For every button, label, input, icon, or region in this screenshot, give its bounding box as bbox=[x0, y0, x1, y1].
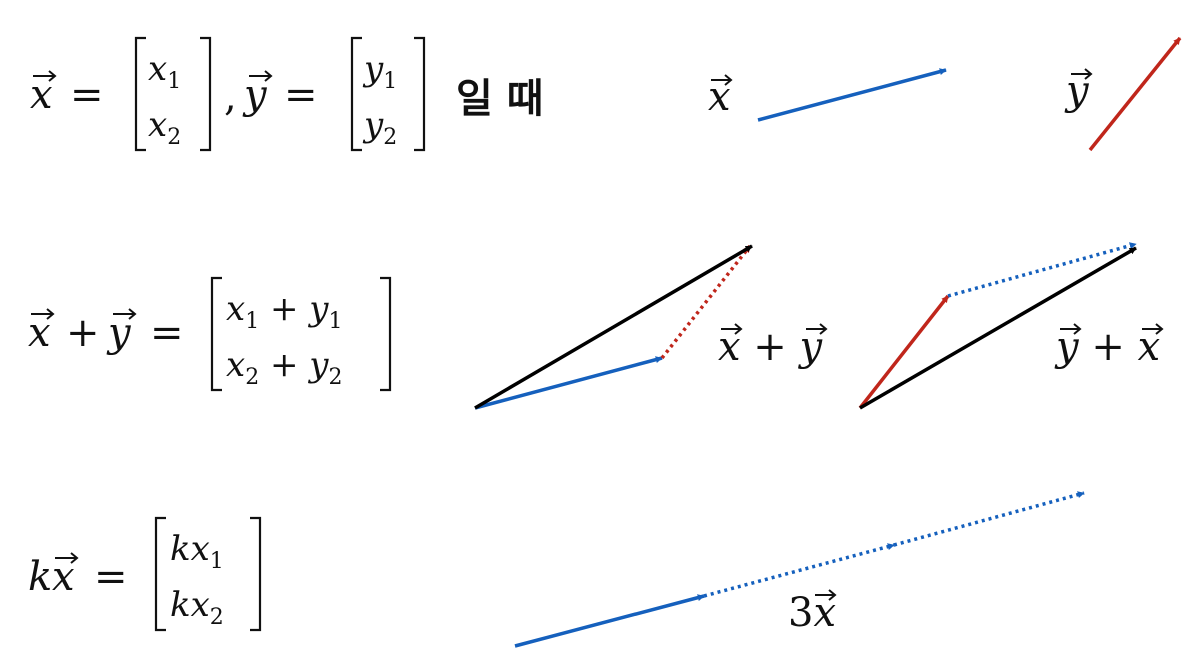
right-bracket bbox=[414, 36, 426, 152]
matrix-entry-kx2: kx2 bbox=[170, 585, 224, 630]
x-plus-y-label: x + y bbox=[718, 324, 824, 370]
sum-vector-arrow bbox=[474, 244, 753, 410]
three-x-label: 3x bbox=[788, 590, 836, 636]
y-vector-symbol: y bbox=[106, 310, 132, 356]
matrix-entry-kx1: kx1 bbox=[170, 529, 224, 574]
y-plus-x-figure: y + x bbox=[858, 242, 1164, 410]
x-vector-arrow bbox=[514, 594, 705, 648]
vector-arrow-icon bbox=[711, 74, 733, 86]
equals-sign: = bbox=[150, 310, 184, 356]
equals-sign: = bbox=[284, 72, 318, 118]
x-vector-label: x bbox=[708, 74, 731, 120]
left-bracket bbox=[210, 276, 222, 392]
comma: , bbox=[224, 74, 237, 120]
vector-definition-formula: x = x1 x2 , y = y1 y2 일 때 bbox=[30, 36, 544, 152]
x-vector-arrow bbox=[757, 68, 947, 122]
vector-arrow-icon bbox=[55, 552, 79, 564]
x-vector-dotted-arrow bbox=[947, 242, 1137, 298]
korean-when-text: 일 때 bbox=[456, 76, 544, 122]
y-vector-figure: y bbox=[1064, 36, 1182, 152]
right-bracket bbox=[380, 276, 392, 392]
matrix-entry-y1: y1 bbox=[362, 49, 397, 94]
scalar-k-symbol: k bbox=[28, 554, 52, 600]
vector-arrow-icon bbox=[249, 70, 273, 82]
x-plus-y-figure: x + y bbox=[474, 244, 828, 410]
second-x-dotted-arrow bbox=[703, 543, 895, 598]
matrix-entry-x1-plus-y1: x1 + y1 bbox=[226, 289, 343, 334]
third-x-dotted-arrow bbox=[893, 491, 1085, 547]
equals-sign: = bbox=[70, 72, 104, 118]
x-vector-symbol: x bbox=[52, 554, 75, 600]
vector-addition-formula: x + y = x1 + y1 x2 + y2 bbox=[28, 276, 392, 392]
vector-arrow-icon bbox=[31, 308, 55, 320]
vector-arrow-icon bbox=[1142, 323, 1164, 335]
y-vector-dotted-arrow bbox=[660, 244, 752, 360]
y-vector-symbol: y bbox=[242, 72, 268, 118]
scalar-multiplication-formula: k x = kx1 kx2 bbox=[28, 516, 262, 632]
right-bracket bbox=[200, 36, 212, 152]
vector-arrow-icon bbox=[806, 323, 828, 335]
x-vector-symbol: x bbox=[30, 72, 53, 118]
y-vector-arrow bbox=[858, 294, 950, 410]
three-x-figure: 3x bbox=[514, 491, 1085, 648]
vector-arrow-icon bbox=[721, 323, 743, 335]
x-vector-arrow bbox=[474, 356, 663, 410]
vector-arrow-icon bbox=[33, 70, 57, 82]
matrix-entry-x2: x2 bbox=[148, 105, 181, 150]
sum-vector-arrow bbox=[859, 246, 1137, 410]
left-bracket bbox=[134, 36, 146, 152]
y-vector-label: y bbox=[1064, 68, 1090, 114]
equals-sign: = bbox=[94, 554, 128, 600]
vector-arrow-icon bbox=[815, 589, 837, 601]
y-vector-arrow bbox=[1088, 36, 1182, 152]
x-vector-symbol: x bbox=[28, 310, 51, 356]
left-bracket bbox=[154, 516, 166, 632]
matrix-entry-x2-plus-y2: x2 + y2 bbox=[226, 345, 343, 390]
left-bracket bbox=[350, 36, 362, 152]
matrix-entry-x1: x1 bbox=[148, 49, 181, 94]
vector-arrow-icon bbox=[1071, 68, 1093, 80]
right-bracket bbox=[250, 516, 262, 632]
matrix-entry-y2: y2 bbox=[362, 105, 397, 150]
y-plus-x-label: y + x bbox=[1054, 324, 1160, 370]
x-vector-figure: x bbox=[708, 68, 947, 122]
plus-sign: + bbox=[66, 310, 100, 356]
vector-arrow-icon bbox=[113, 308, 137, 320]
vector-arrow-icon bbox=[1060, 323, 1082, 335]
